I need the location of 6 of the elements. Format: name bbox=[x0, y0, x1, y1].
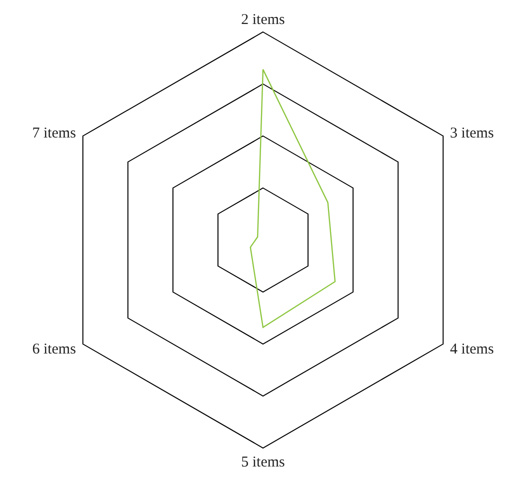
spoke-label: 6 items bbox=[32, 341, 76, 358]
spoke-label: 4 items bbox=[450, 341, 494, 358]
spoke-label: 5 items bbox=[241, 454, 286, 471]
spoke-label: 3 items bbox=[450, 125, 494, 142]
spoke-label: 7 items bbox=[32, 125, 76, 142]
spoke-label: 2 items bbox=[241, 12, 286, 28]
